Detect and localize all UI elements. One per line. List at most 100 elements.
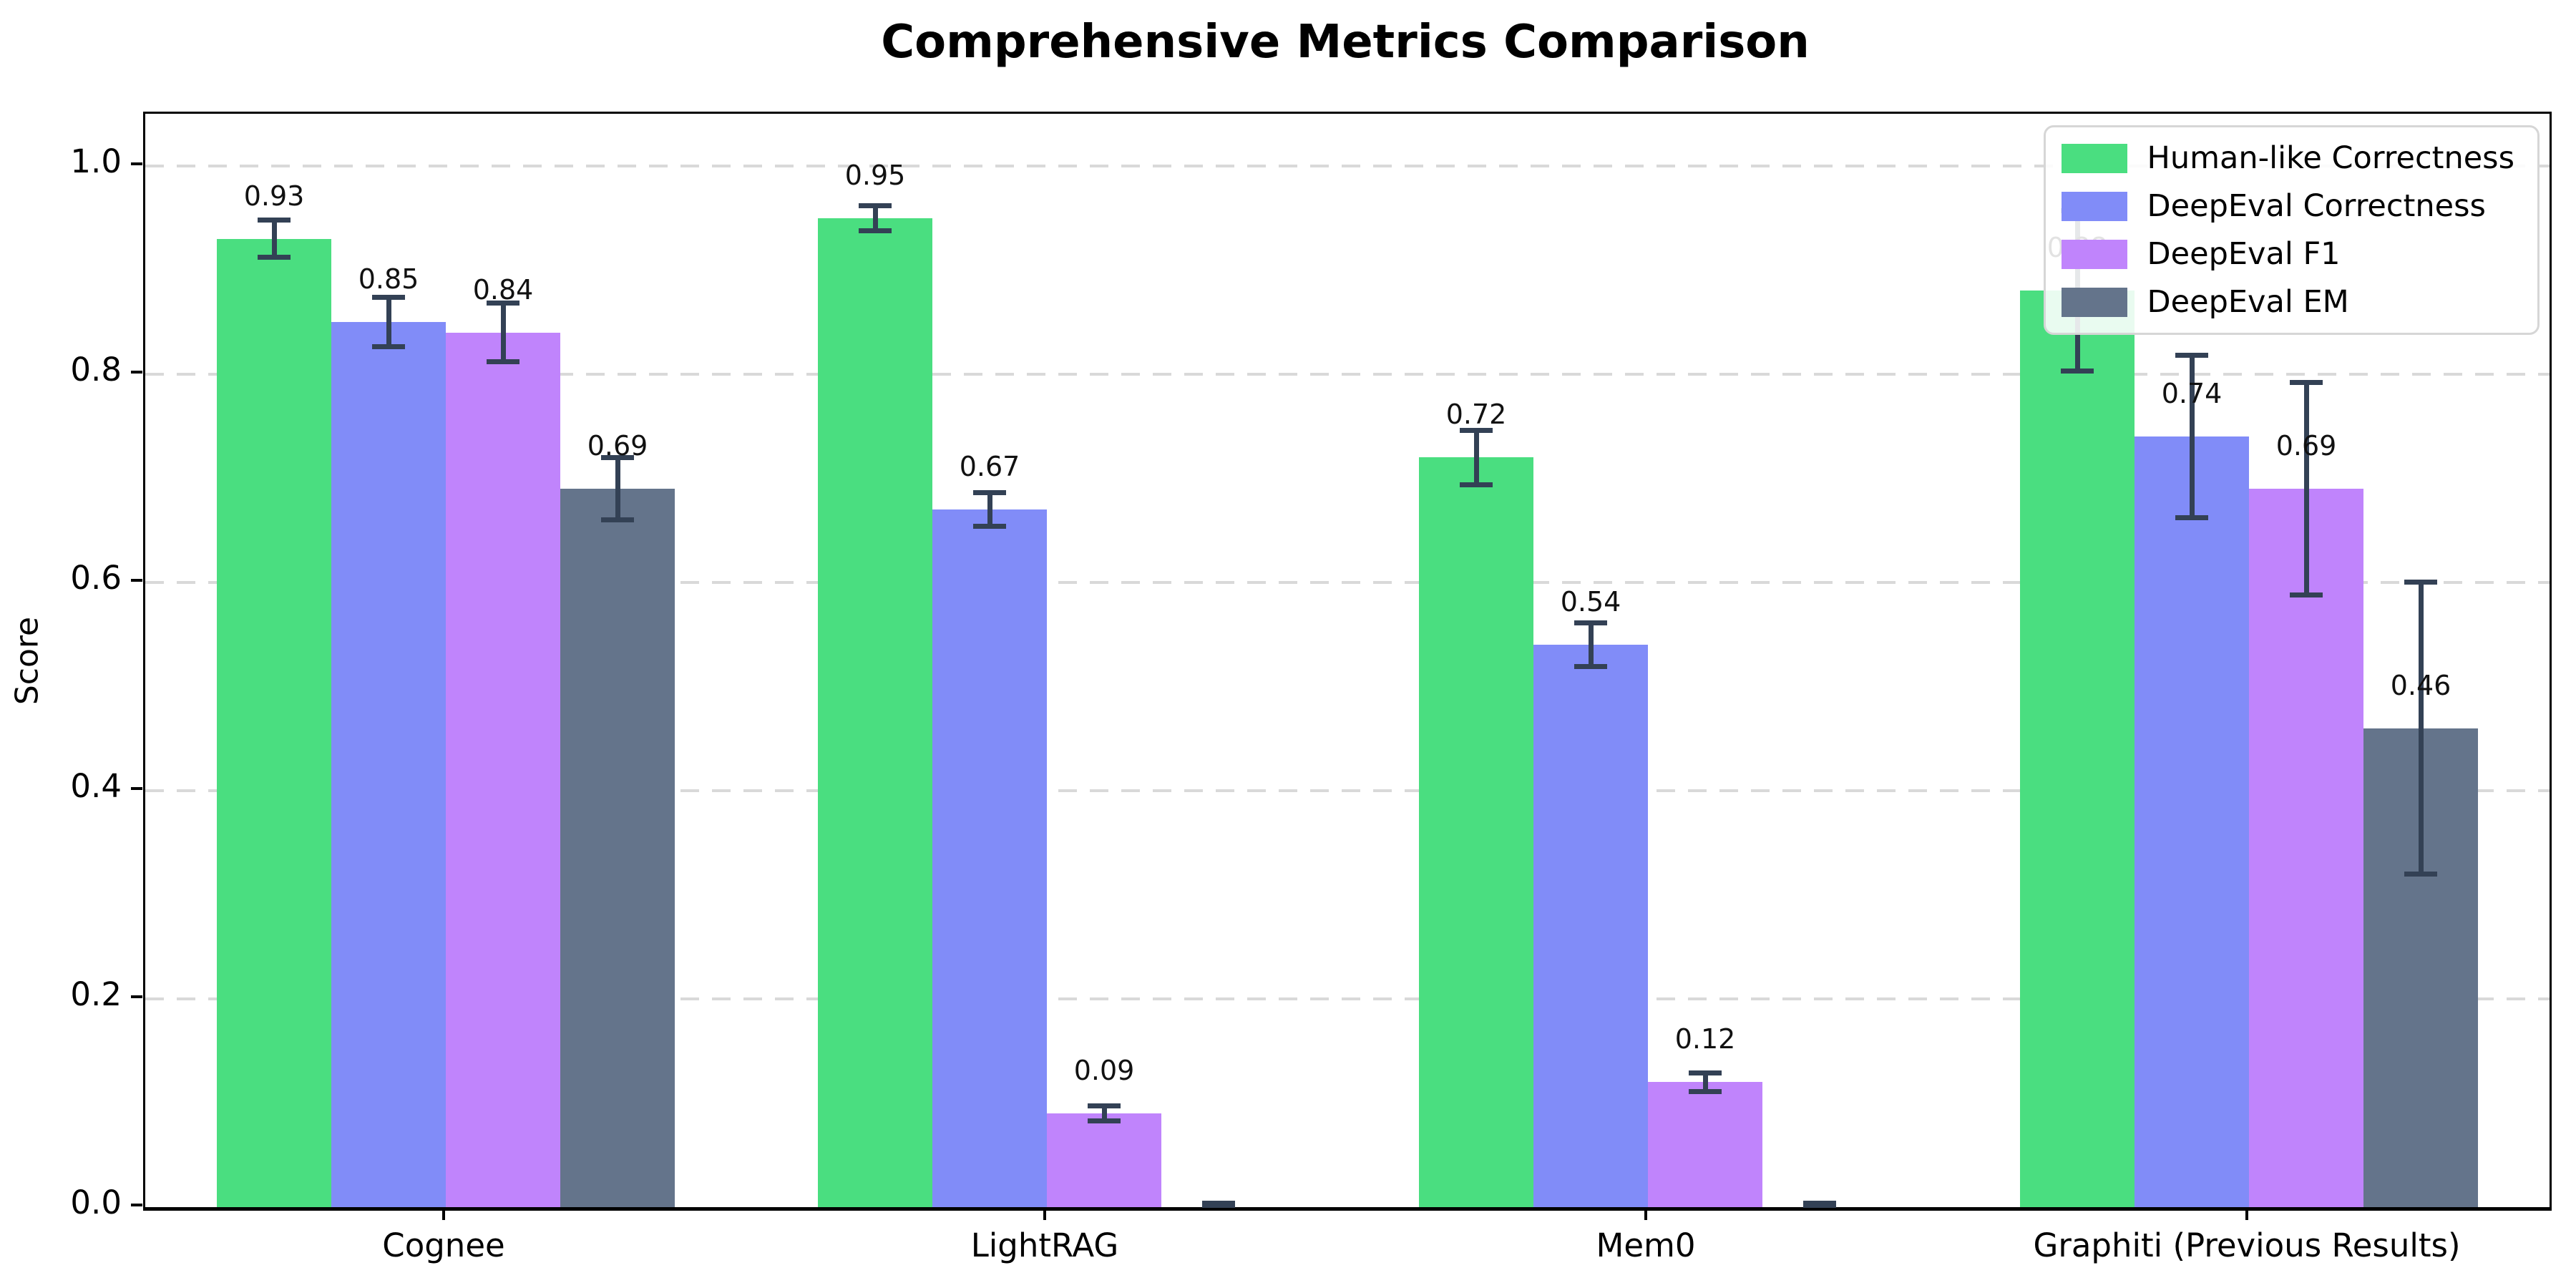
legend-label: DeepEval F1 [2147, 236, 2341, 272]
y-tick-label: 1.0 [70, 142, 122, 180]
error-bar-cap [2175, 353, 2208, 358]
y-tick-mark [131, 370, 142, 374]
error-bar-cap [1803, 1203, 1836, 1208]
legend-swatch [2061, 287, 2127, 317]
error-bar-cap [1689, 1088, 1722, 1094]
value-label: 0.46 [2390, 669, 2451, 701]
chart-title: Comprehensive Metrics Comparison [881, 16, 1810, 69]
y-tick-mark [131, 1204, 142, 1206]
bar-deepeval-f1 [446, 332, 560, 1207]
y-tick-mark [131, 162, 142, 165]
error-bar-cap [1088, 1118, 1121, 1123]
plot-area: Human-like Correctness DeepEval Correctne… [143, 112, 2552, 1211]
x-tick-label: Mem0 [1596, 1226, 1696, 1264]
legend-label: DeepEval EM [2147, 284, 2349, 320]
error-bar [615, 457, 620, 520]
error-bar [1702, 1073, 1708, 1092]
gridline [145, 997, 2550, 1000]
error-bar [2303, 382, 2309, 595]
value-label: 0.93 [243, 180, 305, 212]
x-tick-mark [2245, 1209, 2248, 1220]
x-tick-label: Cognee [382, 1226, 505, 1264]
legend-swatch [2061, 239, 2127, 269]
error-bar-cap [487, 301, 519, 306]
legend-label: DeepEval Correctness [2147, 188, 2486, 224]
legend-item: Human-like Correctness [2061, 140, 2514, 176]
error-bar [1101, 1106, 1107, 1121]
error-bar [1473, 430, 1479, 485]
gridline [145, 580, 2550, 584]
error-bar-cap [487, 358, 519, 364]
y-tick-label: 0.2 [70, 975, 122, 1013]
error-bar [2189, 355, 2195, 518]
x-tick-label: LightRAG [970, 1226, 1119, 1264]
bar-deepeval-correctness [932, 509, 1047, 1207]
error-bar [2418, 582, 2424, 874]
y-tick-label: 0.8 [70, 350, 122, 389]
legend-item: DeepEval Correctness [2061, 188, 2514, 224]
error-bar-cap [1460, 482, 1493, 487]
x-tick-mark [442, 1209, 445, 1220]
error-bar-cap [1689, 1070, 1722, 1075]
legend-item: DeepEval F1 [2061, 236, 2514, 272]
error-bar-cap [2404, 871, 2437, 877]
error-bar-cap [973, 490, 1006, 496]
error-bar-cap [859, 228, 892, 233]
error-bar [987, 492, 992, 527]
y-tick-mark [131, 786, 142, 790]
error-bar-cap [601, 517, 634, 523]
error-bar-cap [601, 454, 634, 460]
y-tick-label: 0.0 [70, 1184, 122, 1221]
error-bar-cap [1460, 427, 1493, 433]
bar-deepeval-f1 [2249, 488, 2363, 1207]
error-bar-cap [258, 255, 291, 260]
value-label: 0.69 [587, 429, 648, 462]
bar-human-like-correctness [818, 218, 932, 1207]
bar-deepeval-em [560, 488, 675, 1207]
gridline [145, 372, 2550, 376]
legend: Human-like Correctness DeepEval Correctne… [2043, 125, 2540, 335]
error-bar-cap [372, 344, 405, 350]
y-tick-label: 0.4 [70, 766, 122, 805]
legend-swatch [2061, 143, 2127, 173]
value-label: 0.67 [959, 451, 1020, 482]
error-bar-cap [973, 523, 1006, 529]
value-label: 0.84 [472, 273, 534, 306]
x-tick-mark [1043, 1209, 1046, 1220]
y-tick-mark [131, 995, 142, 998]
value-label: 0.54 [1560, 586, 1621, 618]
bar-deepeval-correctness [1533, 645, 1648, 1207]
bar-human-like-correctness [217, 238, 331, 1207]
legend-label: Human-like Correctness [2147, 140, 2514, 176]
legend-swatch [2061, 191, 2127, 221]
value-label: 0.72 [1445, 399, 1507, 431]
error-bar-cap [2061, 368, 2094, 374]
error-bar-cap [859, 203, 892, 208]
x-tick-mark [1644, 1209, 1647, 1220]
bar-deepeval-f1 [1047, 1113, 1161, 1207]
legend-item: DeepEval EM [2061, 284, 2514, 320]
error-bar-cap [2404, 580, 2437, 585]
y-tick-label: 0.6 [70, 558, 122, 597]
bar-human-like-correctness [1419, 457, 1533, 1207]
bar-deepeval-correctness [331, 322, 446, 1207]
bar-human-like-correctness [2020, 291, 2135, 1207]
error-bar [1588, 623, 1594, 667]
error-bar-cap [372, 294, 405, 300]
gridline [145, 164, 2550, 167]
value-label: 0.95 [844, 159, 906, 191]
error-bar-cap [1574, 664, 1607, 670]
bar-deepeval-f1 [1648, 1082, 1762, 1207]
error-bar-cap [1088, 1103, 1121, 1109]
x-tick-label: Graphiti (Previous Results) [2033, 1226, 2461, 1264]
value-label: 0.85 [358, 263, 419, 296]
error-bar [500, 303, 506, 362]
value-label: 0.12 [1674, 1023, 1736, 1055]
error-bar [386, 297, 391, 347]
error-bar-cap [2290, 592, 2323, 597]
error-bar-cap [1202, 1203, 1235, 1208]
error-bar-cap [2175, 515, 2208, 521]
bar-deepeval-correctness [2135, 436, 2249, 1207]
error-bar-cap [1574, 620, 1607, 626]
